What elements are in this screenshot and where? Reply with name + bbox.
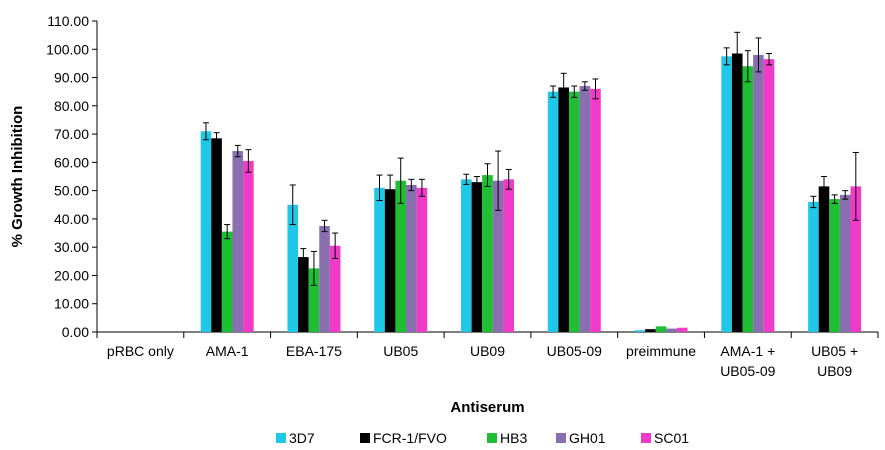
- x-tick-label: pRBC only: [107, 343, 174, 359]
- bar: [568, 91, 580, 332]
- y-tick-label: 10.00: [54, 296, 89, 312]
- x-tick-label: UB05: [383, 343, 418, 359]
- bar: [676, 327, 688, 332]
- bar: [329, 245, 341, 332]
- bar: [395, 180, 407, 332]
- x-tick-label: UB09: [470, 343, 505, 359]
- x-tick-label: UB09: [817, 363, 852, 379]
- legend-swatch: [556, 433, 566, 443]
- bar: [319, 225, 330, 332]
- legend-swatch: [360, 433, 370, 443]
- legend-swatch: [641, 433, 651, 443]
- x-tick-label: EBA-175: [286, 343, 342, 359]
- bar: [742, 66, 754, 333]
- y-tick-label: 0.00: [62, 324, 89, 340]
- legend-item: 3D7: [276, 430, 315, 446]
- bar: [503, 179, 514, 332]
- bar: [731, 53, 743, 332]
- y-tick-label: 60.00: [54, 154, 89, 170]
- x-tick-label: UB05-09: [720, 363, 775, 379]
- y-tick-label: 100.00: [46, 41, 89, 57]
- bar: [579, 86, 591, 332]
- legend-label: HB3: [500, 430, 527, 446]
- bar: [374, 187, 385, 332]
- bar: [243, 160, 254, 332]
- bar: [406, 184, 417, 332]
- legend-label: GH01: [569, 430, 606, 446]
- legend-swatch: [276, 433, 286, 443]
- bar: [829, 199, 840, 332]
- bar: [763, 59, 775, 332]
- bar: [200, 131, 212, 332]
- legend-label: SC01: [654, 430, 689, 446]
- legend-label: FCR-1/FVO: [373, 430, 447, 446]
- y-tick-label: 90.00: [54, 70, 89, 86]
- bar: [590, 88, 601, 332]
- bar: [721, 56, 732, 332]
- x-tick-label: AMA-1 +: [720, 343, 775, 359]
- x-tick-label: UB05 +: [811, 343, 858, 359]
- bar: [492, 180, 504, 332]
- y-tick-label: 80.00: [54, 98, 89, 114]
- bar: [839, 194, 851, 332]
- bar: [558, 87, 569, 332]
- x-tick-label: UB05-09: [547, 343, 602, 359]
- legend: 3D7 FCR-1/FVO HB3 GH01 SC01: [276, 430, 689, 446]
- legend-item: FCR-1/FVO: [360, 430, 447, 446]
- x-tick-label: preimmune: [626, 343, 696, 359]
- bar: [287, 204, 299, 332]
- x-axis-title: Antiserum: [450, 399, 524, 416]
- y-axis: 0.00 10.00 20.00 30.00 40.00 50.00 60.00 70.00 8…: [46, 13, 98, 340]
- legend-item: HB3: [487, 430, 527, 446]
- bar: [645, 329, 656, 332]
- bar: [461, 179, 472, 332]
- x-axis: pRBC only AMA-1 EBA-175 UB05 UB09 UB05-09 prei…: [96, 331, 879, 379]
- bar: [547, 91, 559, 332]
- bar: [471, 182, 483, 332]
- bar: [753, 54, 764, 332]
- bar: [818, 186, 830, 332]
- legend-swatch: [487, 433, 497, 443]
- legend-label: 3D7: [289, 430, 315, 446]
- bars: [200, 53, 862, 333]
- legend-item: SC01: [641, 430, 689, 446]
- y-tick-label: 50.00: [54, 183, 89, 199]
- bar: [298, 257, 309, 332]
- bar: [655, 326, 667, 332]
- x-tick-label: AMA-1: [206, 343, 249, 359]
- bar: [384, 189, 396, 332]
- y-tick-label: 30.00: [54, 239, 89, 255]
- bar: [666, 328, 677, 332]
- bar: [416, 187, 428, 332]
- bar: [482, 175, 493, 332]
- y-tick-label: 110.00: [47, 13, 89, 29]
- bar: [211, 138, 222, 332]
- bar: [308, 268, 320, 332]
- bar: [221, 231, 233, 332]
- error-bars: [202, 31, 859, 286]
- y-tick-label: 20.00: [54, 267, 89, 283]
- bar: [232, 151, 244, 332]
- y-tick-label: 70.00: [54, 126, 89, 142]
- bar: [634, 330, 646, 332]
- legend-item: GH01: [556, 430, 606, 446]
- bar: [808, 201, 819, 332]
- bar: [850, 186, 862, 332]
- y-tick-label: 40.00: [54, 211, 89, 227]
- y-axis-title: % Growth Inhibition: [9, 106, 26, 248]
